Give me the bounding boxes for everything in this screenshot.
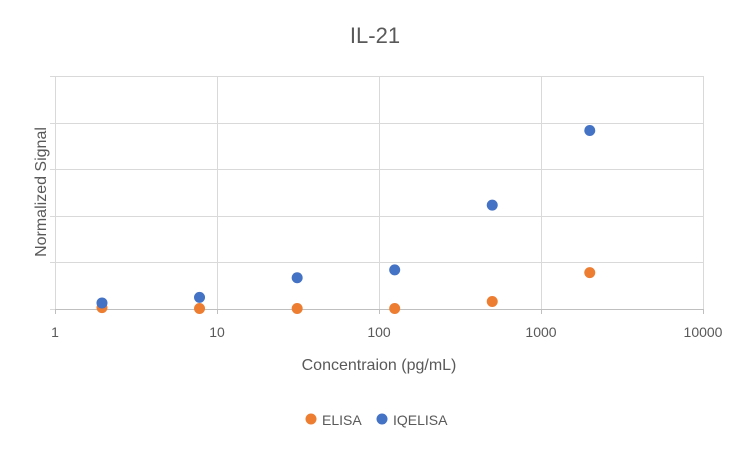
y-axis-label: Normalized Signal: [33, 127, 50, 257]
x-tick-label-10000: 10000: [684, 324, 723, 340]
legend-label-iqelisa: IQELISA: [393, 412, 448, 428]
data-points: [96, 125, 596, 315]
elisa-point-4: [486, 296, 498, 308]
x-axis-label: Concentraion (pg/mL): [302, 357, 457, 374]
iqelisa-point-0: [96, 297, 108, 309]
series-iqelisa: [96, 125, 596, 309]
x-tick-label-100: 100: [367, 324, 391, 340]
elisa-point-3: [389, 303, 401, 315]
iqelisa-point-5: [584, 125, 596, 137]
x-tick-label-1000: 1000: [525, 324, 556, 340]
x-tick-labels: 1 10 100 1000 10000: [51, 324, 723, 340]
legend-marker-iqelisa: [376, 413, 388, 425]
gridlines: [50, 76, 704, 314]
chart-title: IL-21: [350, 23, 400, 48]
legend: ELISA IQELISA: [305, 412, 448, 428]
elisa-point-2: [291, 303, 303, 315]
iqelisa-point-2: [291, 272, 303, 284]
iqelisa-point-4: [486, 199, 498, 211]
legend-item-iqelisa: IQELISA: [376, 412, 448, 428]
elisa-point-5: [584, 267, 596, 279]
x-tick-label-1: 1: [51, 324, 59, 340]
legend-label-elisa: ELISA: [322, 412, 362, 428]
iqelisa-point-3: [389, 264, 401, 276]
legend-item-elisa: ELISA: [305, 412, 362, 428]
iqelisa-point-1: [194, 291, 206, 303]
elisa-point-1: [194, 303, 206, 315]
legend-marker-elisa: [305, 413, 317, 425]
x-tick-label-10: 10: [209, 324, 225, 340]
